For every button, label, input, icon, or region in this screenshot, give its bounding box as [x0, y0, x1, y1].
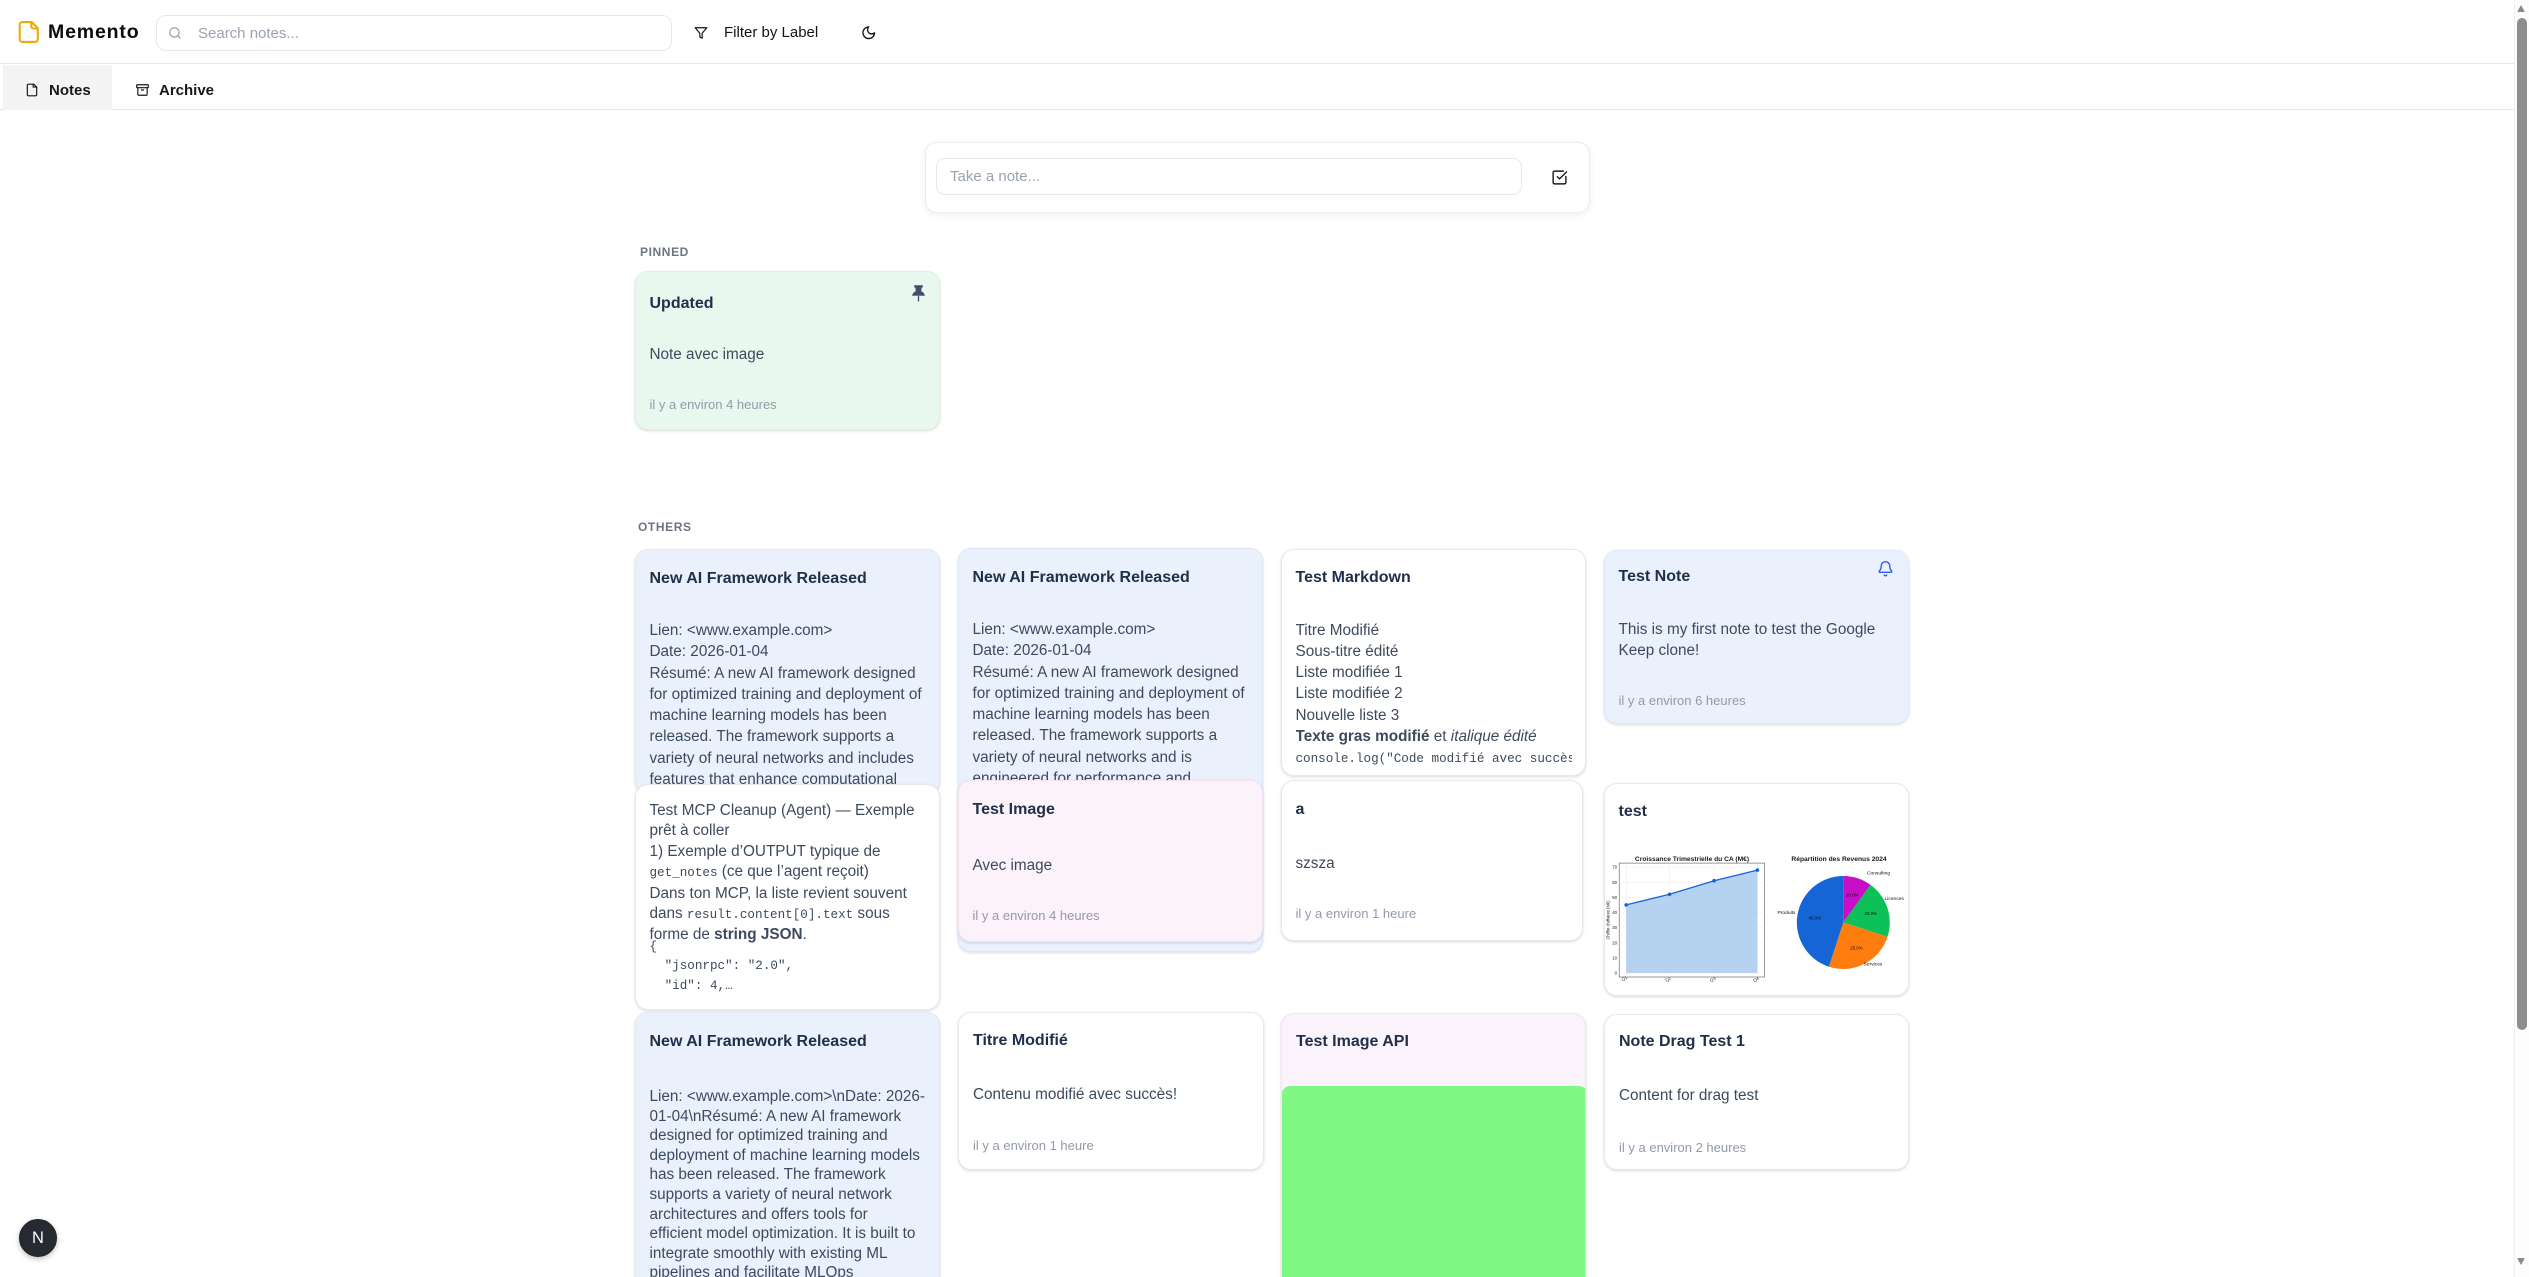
- svg-text:Consulting: Consulting: [1866, 871, 1889, 877]
- svg-text:30: 30: [1612, 925, 1617, 930]
- svg-text:Services: Services: [1863, 962, 1882, 968]
- svg-text:Croissance Trimestrielle du CA: Croissance Trimestrielle du CA (M€): [1634, 856, 1748, 863]
- svg-text:45.0%: 45.0%: [1808, 916, 1821, 921]
- svg-text:Produits: Produits: [1777, 910, 1795, 916]
- svg-text:Q3: Q3: [1709, 975, 1717, 982]
- svg-text:Chiffre d'affaires (M€): Chiffre d'affaires (M€): [1605, 900, 1610, 940]
- svg-text:Licences: Licences: [1884, 896, 1904, 902]
- svg-text:Q1: Q1: [1620, 975, 1628, 982]
- svg-text:70: 70: [1612, 865, 1617, 870]
- svg-text:0: 0: [1614, 971, 1617, 976]
- svg-text:20.0%: 20.0%: [1864, 911, 1877, 916]
- svg-text:10.0%: 10.0%: [1845, 893, 1858, 898]
- svg-text:40: 40: [1612, 910, 1617, 915]
- svg-text:Répartition des Revenus 2024: Répartition des Revenus 2024: [1791, 856, 1886, 863]
- svg-text:20: 20: [1612, 940, 1617, 945]
- svg-text:60: 60: [1612, 880, 1617, 885]
- svg-text:25.0%: 25.0%: [1850, 946, 1863, 951]
- svg-text:Q4: Q4: [1752, 975, 1760, 982]
- svg-text:Q2: Q2: [1664, 975, 1672, 982]
- svg-text:10: 10: [1612, 956, 1617, 961]
- svg-text:50: 50: [1612, 895, 1617, 900]
